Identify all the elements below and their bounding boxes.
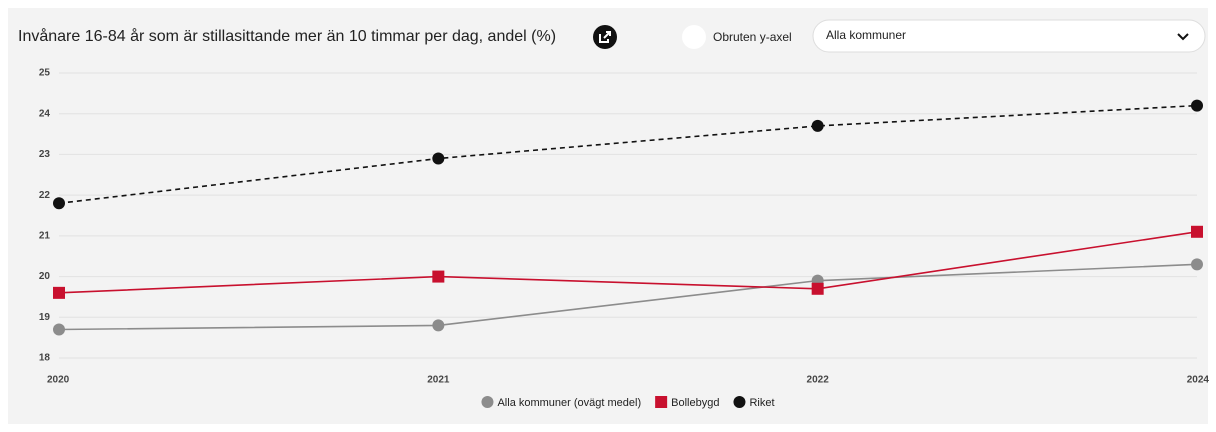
legend-item: Alla kommuner (ovägt medel) bbox=[481, 396, 641, 409]
external-link-icon[interactable] bbox=[593, 25, 617, 49]
legend-label: Alla kommuner (ovägt medel) bbox=[497, 397, 641, 409]
legend-label: Bollebygd bbox=[671, 397, 719, 409]
y-tick-label: 25 bbox=[39, 68, 51, 79]
marker bbox=[432, 152, 445, 165]
x-tick-label: 2020 bbox=[47, 375, 70, 386]
legend-item: Bollebygd bbox=[655, 396, 719, 409]
marker bbox=[811, 119, 824, 132]
y-tick-label: 22 bbox=[39, 190, 51, 201]
chart-title: Invånare 16-84 år som är stillasittande … bbox=[18, 27, 556, 45]
marker bbox=[1191, 99, 1203, 112]
y-tick-label: 23 bbox=[39, 149, 51, 160]
marker bbox=[811, 282, 824, 295]
marker bbox=[53, 286, 65, 299]
x-tick-label: 2024 bbox=[1187, 375, 1210, 386]
legend-swatch bbox=[733, 396, 746, 408]
dropdown-value: Alla kommuner bbox=[826, 28, 906, 42]
marker bbox=[53, 323, 65, 336]
panel-background bbox=[8, 8, 1208, 424]
x-tick-label: 2022 bbox=[807, 375, 830, 386]
y-tick-label: 21 bbox=[39, 230, 51, 241]
dropdown[interactable]: Alla kommuner bbox=[812, 19, 1206, 53]
legend-label: Riket bbox=[749, 397, 774, 409]
y-tick-label: 24 bbox=[39, 108, 51, 119]
y-tick-label: 20 bbox=[39, 271, 51, 282]
x-tick-label: 2021 bbox=[427, 375, 450, 386]
y-tick-label: 18 bbox=[39, 353, 51, 364]
marker bbox=[432, 319, 445, 332]
line bbox=[58, 230, 1198, 294]
y-tick-label: 19 bbox=[39, 312, 51, 323]
legend-item: Riket bbox=[733, 396, 775, 409]
marker bbox=[1191, 225, 1203, 238]
line bbox=[58, 263, 1198, 331]
marker bbox=[432, 270, 445, 283]
legend-swatch bbox=[655, 396, 668, 408]
marker bbox=[1191, 258, 1203, 271]
toggle-label: Obruten y-axel bbox=[713, 30, 792, 44]
line bbox=[58, 104, 1198, 205]
legend-swatch bbox=[481, 396, 494, 408]
marker bbox=[53, 197, 65, 210]
toggle[interactable] bbox=[682, 25, 706, 49]
